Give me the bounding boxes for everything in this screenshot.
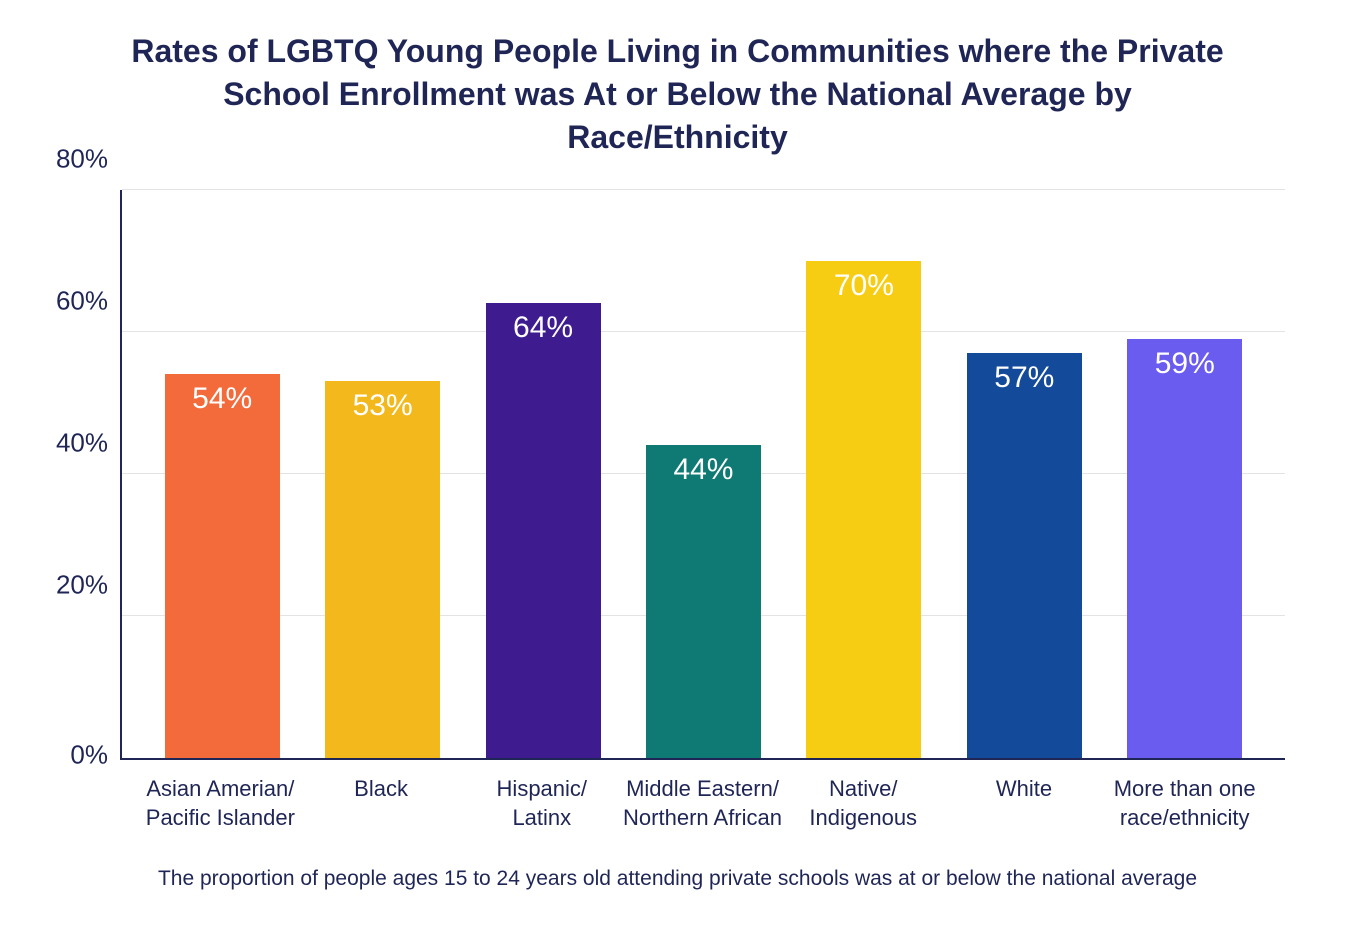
- bar-slot: 53%: [302, 190, 462, 758]
- bar-value-label: 53%: [325, 389, 440, 423]
- bar: 70%: [806, 261, 921, 758]
- bar-value-label: 54%: [165, 382, 280, 416]
- x-axis-label: White: [944, 774, 1105, 833]
- x-axis-label: Hispanic/ Latinx: [461, 774, 622, 833]
- x-axis-label: Asian Amerian/ Pacific Islander: [140, 774, 301, 833]
- bar: 57%: [967, 353, 1082, 758]
- chart-title: Rates of LGBTQ Young People Living in Co…: [128, 30, 1228, 160]
- chart-footnote: The proportion of people ages 15 to 24 y…: [40, 867, 1315, 891]
- bar: 59%: [1127, 339, 1242, 758]
- y-tick-label: 0%: [70, 739, 122, 770]
- bar-slot: 54%: [142, 190, 302, 758]
- bar-value-label: 44%: [646, 453, 761, 487]
- bar-slot: 57%: [944, 190, 1104, 758]
- y-tick-label: 20%: [56, 569, 122, 600]
- bar-value-label: 70%: [806, 269, 921, 303]
- x-axis-labels: Asian Amerian/ Pacific IslanderBlackHisp…: [120, 760, 1285, 833]
- bar: 64%: [486, 303, 601, 757]
- y-tick-label: 80%: [56, 143, 122, 174]
- bar: 53%: [325, 381, 440, 757]
- bar: 54%: [165, 374, 280, 757]
- x-axis-label: More than one race/ethnicity: [1104, 774, 1265, 833]
- bar-slot: 59%: [1105, 190, 1265, 758]
- bar: 44%: [646, 445, 761, 757]
- bar-slot: 44%: [623, 190, 783, 758]
- y-tick-label: 60%: [56, 285, 122, 316]
- x-axis-label: Native/ Indigenous: [783, 774, 944, 833]
- bars-row: 54% 53% 64% 44% 70% 57% 59%: [122, 190, 1285, 758]
- bar-value-label: 57%: [967, 361, 1082, 395]
- x-axis-label: Black: [301, 774, 462, 833]
- bar-value-label: 64%: [486, 311, 601, 345]
- bar-value-label: 59%: [1127, 347, 1242, 381]
- y-tick-label: 40%: [56, 427, 122, 458]
- x-axis-label: Middle Eastern/ Northern African: [622, 774, 783, 833]
- chart-area: 54%53%64%44%70%57%59% 0%20%40%60%80% Asi…: [120, 190, 1285, 833]
- bar-slot: 64%: [463, 190, 623, 758]
- plot-area: 54%53%64%44%70%57%59% 0%20%40%60%80%: [120, 190, 1285, 760]
- bar-slot: 70%: [784, 190, 944, 758]
